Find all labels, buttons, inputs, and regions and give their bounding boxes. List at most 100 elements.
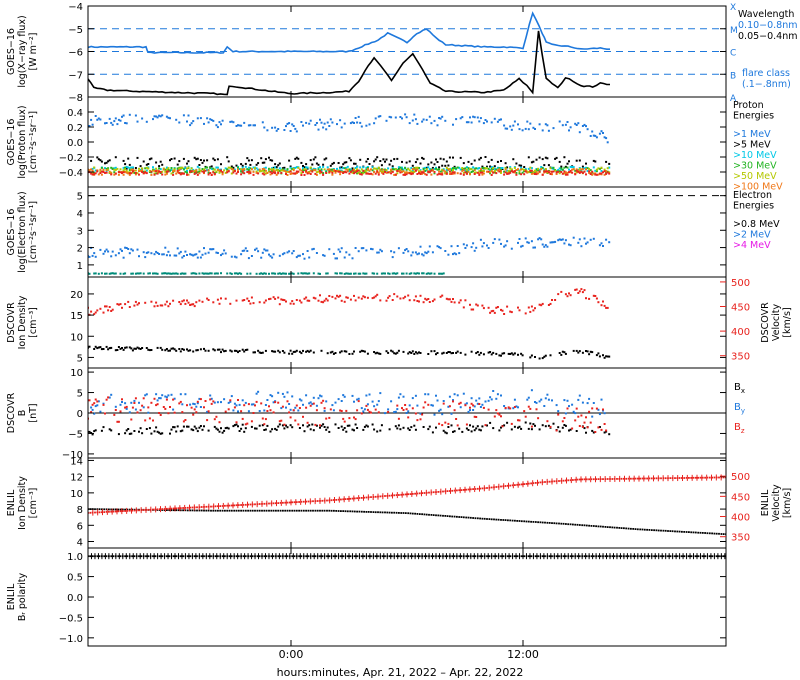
data-point <box>602 354 604 357</box>
y-tick-label: 6 <box>77 521 83 532</box>
data-point <box>159 168 162 170</box>
data-point <box>366 403 369 406</box>
data-point <box>394 168 397 171</box>
data-point <box>309 119 312 122</box>
data-point <box>121 398 123 401</box>
data-point <box>155 426 158 429</box>
data-point <box>159 160 162 163</box>
data-point <box>365 166 368 169</box>
data-point <box>303 430 306 433</box>
data-point <box>371 169 374 172</box>
data-point <box>472 488 474 490</box>
data-point <box>343 256 346 259</box>
data-point <box>527 167 530 170</box>
data-point <box>671 530 674 533</box>
right-tick-label: 400 <box>731 327 750 338</box>
data-point <box>302 167 304 169</box>
data-point <box>165 168 168 171</box>
data-point <box>113 168 116 171</box>
data-point <box>493 167 496 170</box>
data-point <box>535 408 538 411</box>
data-point <box>444 515 447 517</box>
data-point <box>421 492 423 494</box>
data-point <box>159 555 161 558</box>
data-point <box>444 250 447 252</box>
data-point <box>289 173 292 175</box>
data-point <box>104 412 106 415</box>
y-tick-label: 0.0 <box>67 593 83 604</box>
data-point <box>586 128 589 131</box>
data-point <box>713 476 716 479</box>
data-point <box>451 555 454 558</box>
data-point <box>150 252 153 255</box>
data-point <box>288 403 291 405</box>
data-point <box>255 163 258 166</box>
data-point <box>173 169 176 172</box>
data-point <box>199 117 202 120</box>
data-point <box>572 236 575 239</box>
data-point <box>595 407 598 410</box>
data-point <box>302 272 304 275</box>
data-point <box>433 170 436 173</box>
data-point <box>513 425 516 428</box>
data-point <box>694 531 697 534</box>
data-point <box>517 168 519 171</box>
data-point <box>308 350 311 353</box>
data-point <box>353 555 356 558</box>
data-point <box>323 509 326 512</box>
data-point <box>632 528 635 530</box>
data-point <box>667 530 669 532</box>
data-point <box>229 166 232 169</box>
data-point <box>246 297 249 300</box>
data-point <box>574 169 577 172</box>
data-point <box>193 555 196 558</box>
data-point <box>229 349 232 352</box>
data-point <box>264 249 267 252</box>
data-point <box>210 248 213 251</box>
data-point <box>330 509 333 512</box>
data-point <box>401 170 403 173</box>
data-point <box>96 309 99 312</box>
series-Velocity <box>88 474 726 516</box>
data-point <box>469 409 471 412</box>
data-point <box>493 415 496 418</box>
data-point <box>199 398 202 401</box>
data-point <box>486 167 488 170</box>
data-point <box>503 405 506 407</box>
data-point <box>487 351 490 354</box>
data-point <box>498 118 501 121</box>
data-point <box>495 352 498 355</box>
data-point <box>172 170 175 173</box>
data-point <box>380 272 383 275</box>
data-point <box>688 555 690 558</box>
data-point <box>346 424 349 427</box>
data-point <box>490 518 493 521</box>
data-point <box>478 428 481 431</box>
data-point <box>578 131 581 134</box>
data-point <box>107 250 110 253</box>
data-point <box>490 486 493 489</box>
data-point <box>396 404 399 407</box>
data-point <box>478 158 481 161</box>
data-point <box>393 511 396 514</box>
data-point <box>203 425 205 428</box>
data-point <box>108 170 111 173</box>
data-point <box>589 169 592 172</box>
data-point <box>507 172 510 175</box>
data-point <box>138 509 140 512</box>
data-point <box>139 348 142 350</box>
data-point <box>604 526 607 528</box>
data-point <box>105 398 108 401</box>
data-point <box>578 425 581 427</box>
data-point <box>203 347 205 350</box>
data-point <box>187 160 190 163</box>
data-point <box>181 403 184 406</box>
data-point <box>554 240 557 243</box>
data-point <box>156 169 159 172</box>
data-point <box>399 393 402 396</box>
data-point <box>447 422 450 425</box>
data-point <box>117 346 120 348</box>
data-point <box>295 404 298 407</box>
data-point <box>275 509 277 512</box>
data-point <box>210 165 213 168</box>
